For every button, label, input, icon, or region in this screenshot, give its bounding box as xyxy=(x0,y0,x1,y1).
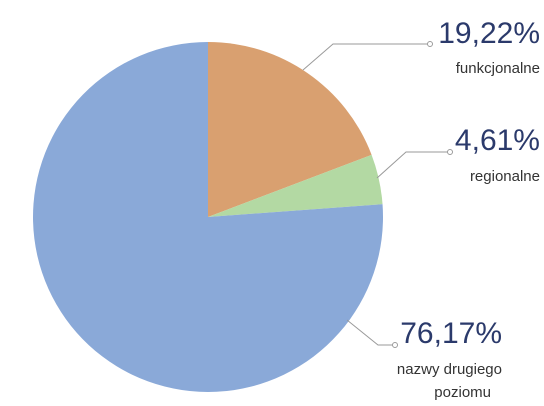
value-label-regionalne: 4,61% xyxy=(455,124,540,157)
value-label-nazwy-drugiego-poziomu: 76,17% xyxy=(400,317,502,350)
leader-dot-funkcjonalne xyxy=(427,41,433,47)
category-label-nazwy-drugiego-poziomu-line2: poziomu xyxy=(434,384,491,401)
leader-line-regionalne xyxy=(376,151,450,179)
leader-line-funkcjonalne xyxy=(302,43,430,71)
category-label-funkcjonalne: funkcjonalne xyxy=(456,60,540,77)
value-label-funkcjonalne: 19,22% xyxy=(438,17,540,50)
leader-dot-nazwy-drugiego-poziomu xyxy=(392,342,398,348)
pie-slices xyxy=(33,42,384,392)
pie-slice-nazwy-drugiego-poziomu xyxy=(33,42,384,392)
category-label-regionalne: regionalne xyxy=(470,168,540,185)
annotation-nazwy-drugiego-poziomu: 76,17% nazwy drugiego poziomu xyxy=(346,317,502,401)
leader-dot-regionalne xyxy=(447,149,453,155)
pie-slice-funkcjonalne xyxy=(208,42,372,217)
category-label-nazwy-drugiego-poziomu-line1: nazwy drugiego xyxy=(397,361,502,378)
pie-slice-regionalne xyxy=(208,154,383,217)
annotation-regionalne: 4,61% regionalne xyxy=(376,124,540,185)
leader-line-nazwy-drugiego-poziomu xyxy=(346,319,395,346)
annotation-funkcjonalne: 19,22% funkcjonalne xyxy=(302,17,540,77)
